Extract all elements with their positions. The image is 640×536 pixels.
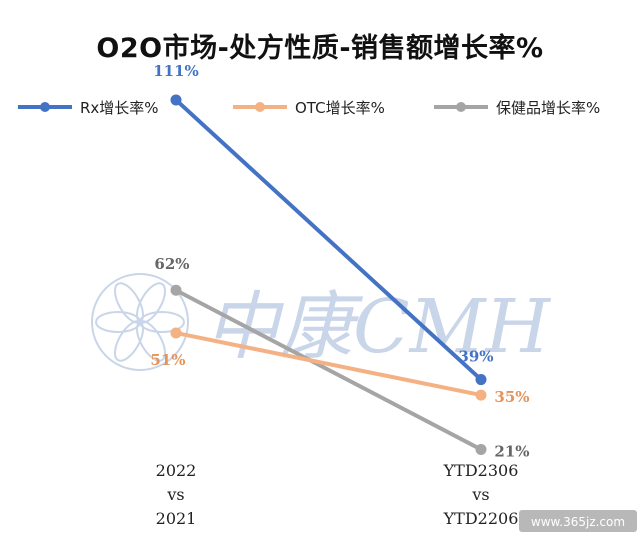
legend-swatch-marker [40,102,50,112]
legend-entry-label: Rx增长率% [80,99,159,117]
corner-watermark: www.365jz.com [519,510,637,532]
watermark: 中康CMH [91,273,551,371]
watermark-logo-petal [114,282,144,324]
series-line [174,288,483,452]
watermark-logo-ring [91,273,189,371]
data-point [170,94,182,106]
data-point [170,284,182,296]
legend-entry-label: 保健品增长率% [496,99,600,117]
series-line [174,97,483,382]
x-tick-label: YTD2306 [443,461,519,480]
legend-swatch-marker [456,102,466,112]
chart-title: O2O市场-处方性质-销售额增长率% [96,33,544,64]
x-tick-label: 2022 [156,461,197,480]
x-tick-label: 2021 [156,509,197,528]
legend: Rx增长率% OTC增长率% 保健品增长率% [18,99,600,117]
data-label: 35% [494,388,529,406]
data-label: 39% [458,348,493,366]
data-point [170,327,182,339]
data-label: 21% [494,442,529,460]
data-label: 62% [154,255,189,273]
watermark-logo-petal [114,320,144,362]
corner-watermark-badge [519,510,637,532]
data-label: 111% [153,62,199,80]
series-lines [170,94,487,455]
legend-entry-label: OTC增长率% [295,99,385,117]
x-axis-ticks: 2022 vs 2021 YTD2306 vs YTD2206 [156,461,519,528]
legend-swatch-marker [255,102,265,112]
series-line [174,330,483,398]
watermark-text: 中康CMH [205,284,551,370]
data-point [475,443,487,455]
data-point [475,374,487,386]
data-point [475,389,487,401]
x-tick-label: vs [471,485,489,504]
data-labels: 111% 39% 51% 35% 62% 21% [150,62,529,461]
watermark-logo-petal [136,282,166,324]
data-label: 51% [150,351,185,369]
x-tick-label: YTD2206 [443,509,519,528]
x-tick-label: vs [166,485,184,504]
corner-watermark-text: www.365jz.com [531,515,625,529]
